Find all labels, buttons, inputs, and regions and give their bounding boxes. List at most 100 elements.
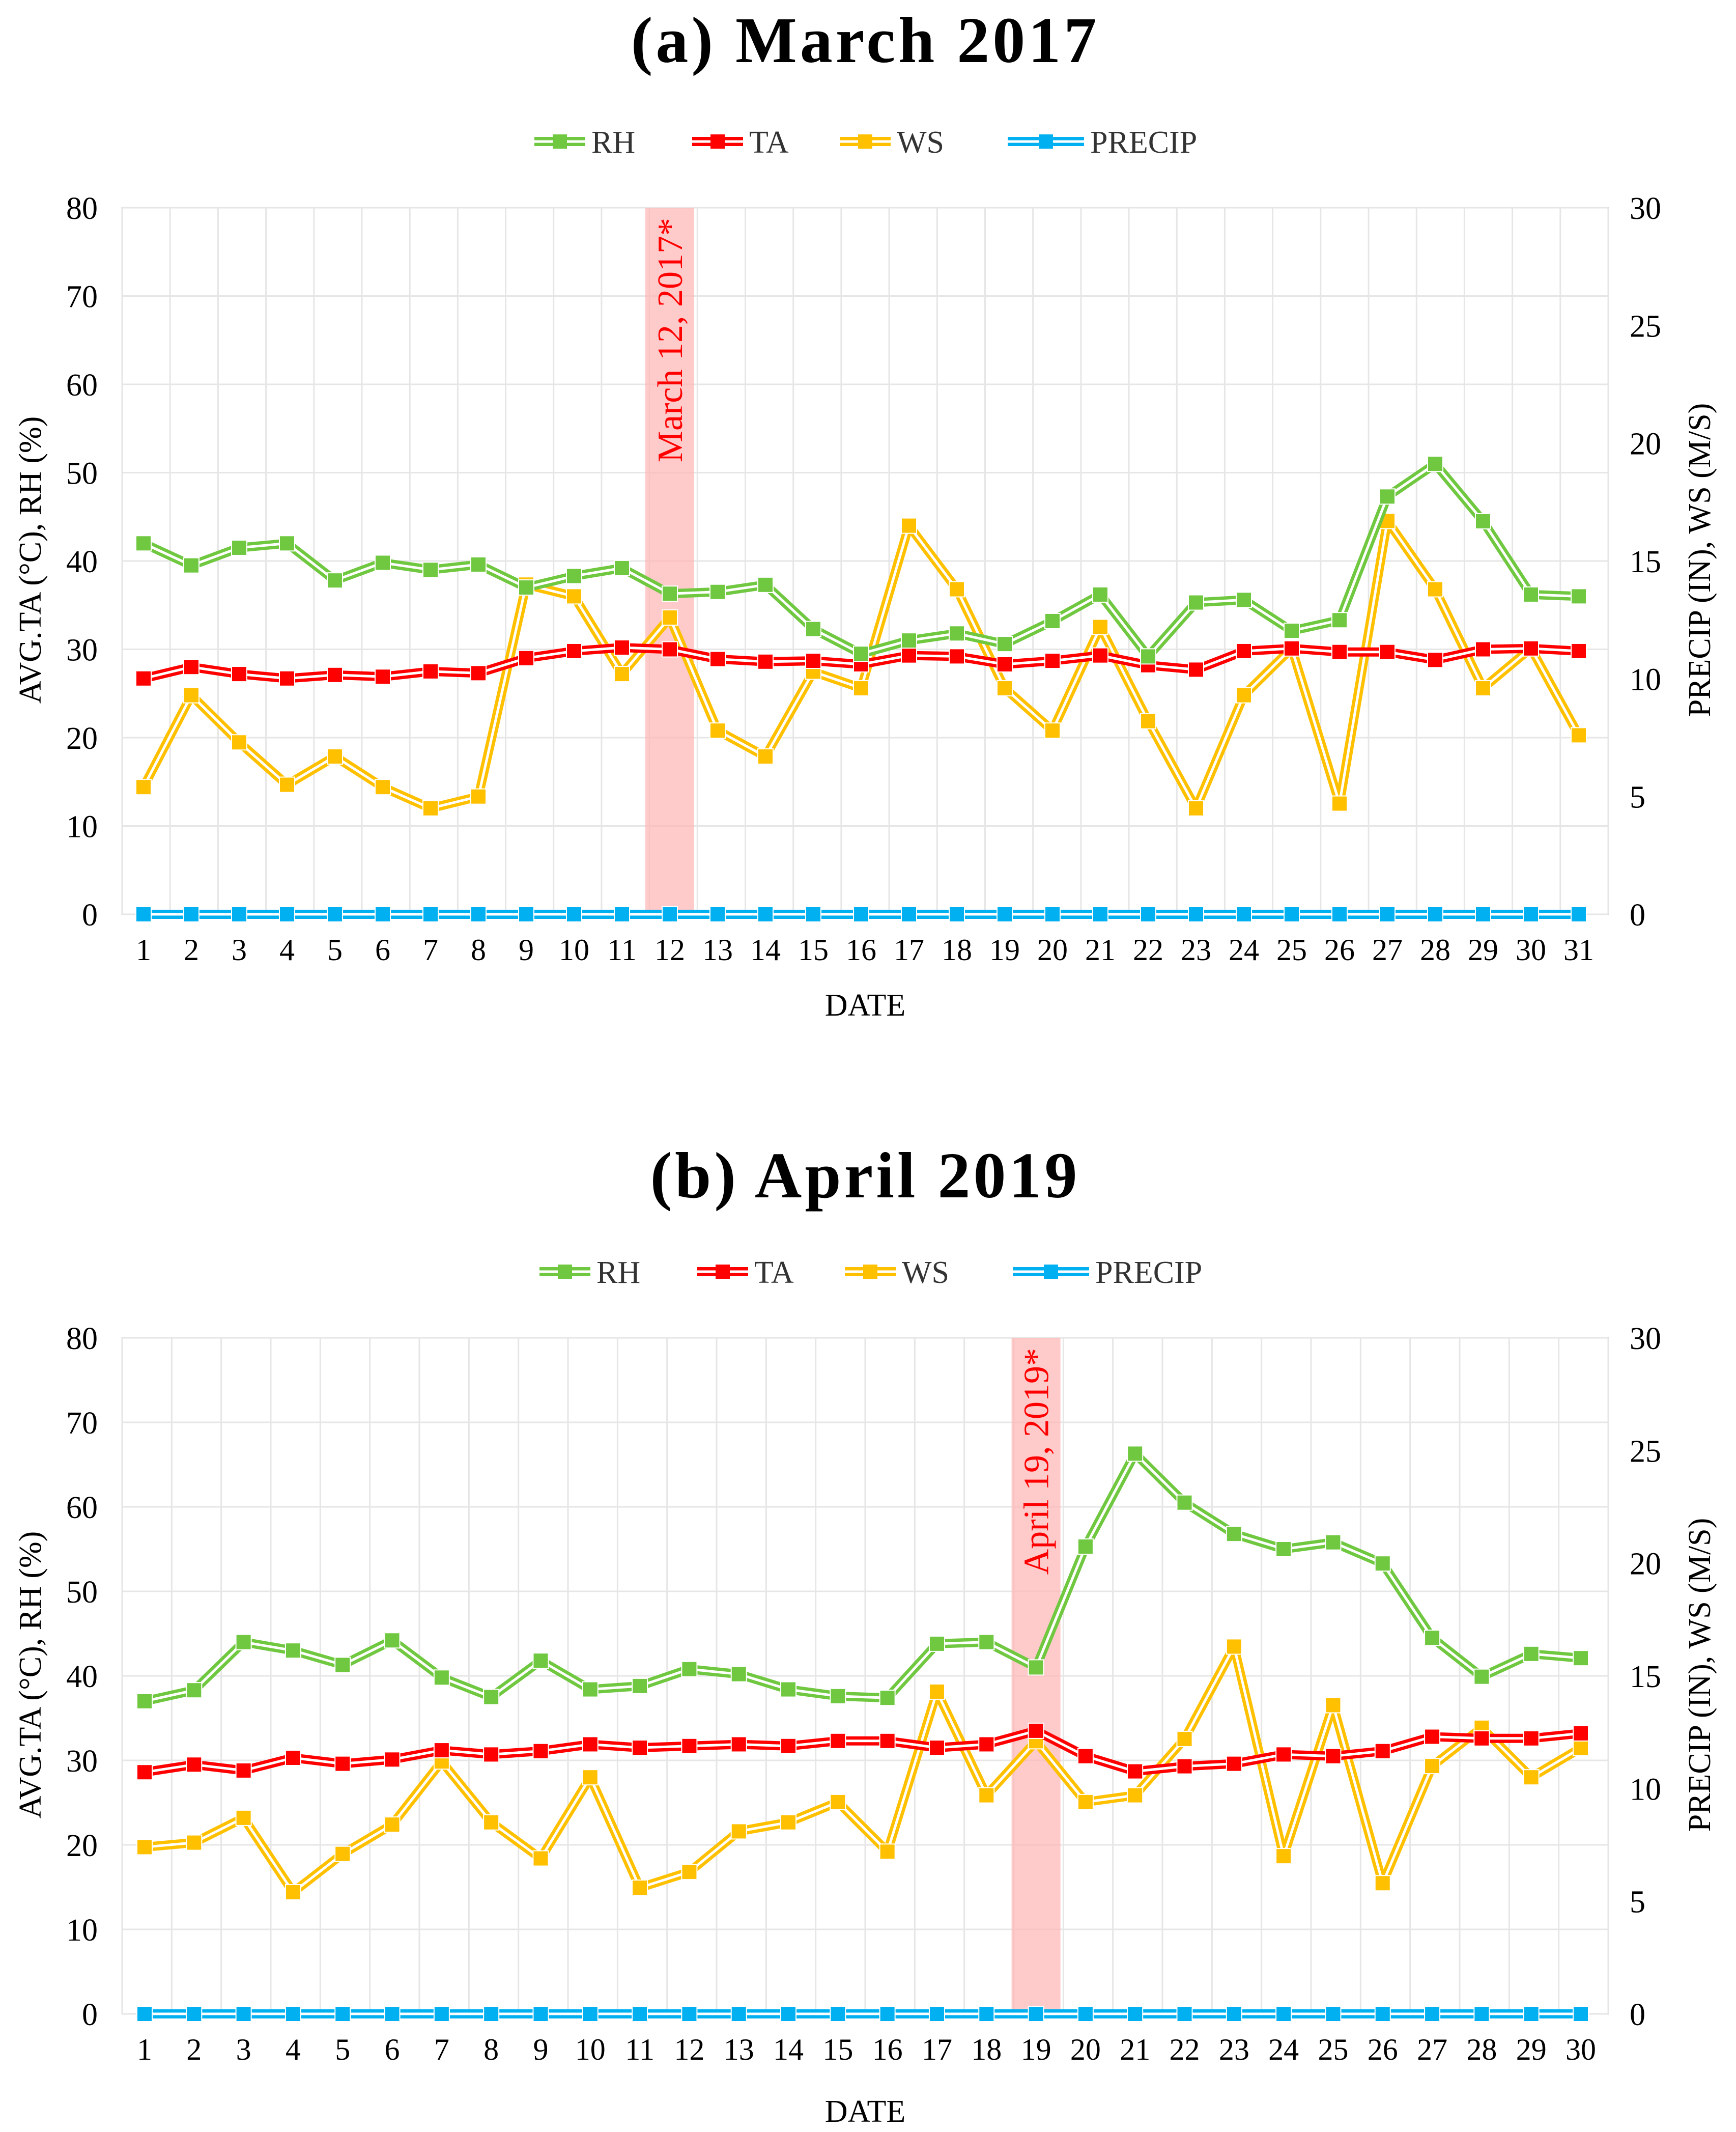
point-ws-10[interactable] <box>566 588 582 605</box>
point-ta-27[interactable] <box>1379 643 1396 660</box>
point-precip-26[interactable] <box>1374 2006 1391 2022</box>
point-ta-1[interactable] <box>135 670 152 687</box>
point-ws-8[interactable] <box>470 788 487 805</box>
point-ta-15[interactable] <box>830 1732 846 1749</box>
point-precip-22[interactable] <box>1140 906 1156 922</box>
point-precip-19[interactable] <box>1028 2006 1044 2022</box>
point-precip-3[interactable] <box>235 2006 252 2022</box>
point-rh-23[interactable] <box>1226 1526 1242 1542</box>
point-precip-2[interactable] <box>183 906 200 922</box>
point-precip-26[interactable] <box>1331 906 1348 922</box>
point-rh-9[interactable] <box>532 1652 549 1669</box>
point-ws-27[interactable] <box>1424 1758 1441 1775</box>
point-ws-13[interactable] <box>709 722 726 739</box>
point-ta-17[interactable] <box>928 1740 945 1756</box>
point-ws-22[interactable] <box>1140 713 1156 730</box>
point-rh-15[interactable] <box>805 621 821 637</box>
point-precip-20[interactable] <box>1044 906 1061 922</box>
point-ws-2[interactable] <box>186 1834 203 1851</box>
point-ta-25[interactable] <box>1325 1748 1342 1764</box>
point-rh-17[interactable] <box>928 1635 945 1652</box>
point-precip-5[interactable] <box>334 2006 351 2022</box>
point-precip-20[interactable] <box>1077 2006 1094 2022</box>
point-ws-24[interactable] <box>1236 687 1252 704</box>
point-precip-12[interactable] <box>681 2006 698 2022</box>
point-ta-28[interactable] <box>1473 1730 1490 1747</box>
point-ta-25[interactable] <box>1284 640 1300 657</box>
point-rh-2[interactable] <box>183 557 200 574</box>
point-precip-22[interactable] <box>1176 2006 1193 2022</box>
point-ws-17[interactable] <box>928 1683 945 1700</box>
legend-item-ta[interactable]: TA <box>697 1255 794 1290</box>
point-ta-19[interactable] <box>1028 1722 1044 1739</box>
point-rh-7[interactable] <box>422 562 439 578</box>
point-ws-12[interactable] <box>681 1864 698 1881</box>
point-ws-18[interactable] <box>949 581 965 598</box>
point-precip-30[interactable] <box>1573 2006 1589 2022</box>
point-ta-5[interactable] <box>327 666 343 683</box>
point-ws-20[interactable] <box>1077 1793 1094 1810</box>
point-ta-12[interactable] <box>662 641 678 658</box>
point-rh-30[interactable] <box>1523 586 1539 603</box>
point-rh-29[interactable] <box>1475 513 1491 529</box>
point-ws-11[interactable] <box>614 666 630 683</box>
point-rh-17[interactable] <box>901 632 917 649</box>
point-ta-26[interactable] <box>1331 643 1348 660</box>
point-ta-24[interactable] <box>1236 642 1252 659</box>
point-precip-27[interactable] <box>1379 906 1396 922</box>
point-rh-10[interactable] <box>582 1681 599 1698</box>
point-ws-8[interactable] <box>483 1814 500 1831</box>
point-rh-14[interactable] <box>757 576 774 593</box>
point-precip-9[interactable] <box>532 2006 549 2022</box>
point-rh-8[interactable] <box>483 1689 500 1705</box>
point-rh-13[interactable] <box>709 583 726 600</box>
point-rh-28[interactable] <box>1473 1668 1490 1685</box>
point-ws-18[interactable] <box>978 1787 995 1804</box>
point-ws-1[interactable] <box>136 1839 153 1856</box>
point-ta-8[interactable] <box>470 665 487 682</box>
point-rh-4[interactable] <box>284 1642 301 1659</box>
point-ws-29[interactable] <box>1475 680 1491 696</box>
legend-item-ta[interactable]: TA <box>692 125 789 160</box>
point-rh-24[interactable] <box>1275 1541 1292 1557</box>
point-precip-29[interactable] <box>1475 906 1491 922</box>
point-ws-23[interactable] <box>1188 800 1204 817</box>
point-rh-3[interactable] <box>231 539 247 556</box>
point-rh-7[interactable] <box>433 1669 450 1686</box>
point-ta-14[interactable] <box>757 653 774 670</box>
point-precip-9[interactable] <box>518 906 534 922</box>
point-rh-4[interactable] <box>279 535 295 552</box>
point-ta-21[interactable] <box>1127 1763 1144 1780</box>
point-ws-1[interactable] <box>135 779 152 796</box>
point-ta-12[interactable] <box>681 1737 698 1754</box>
point-rh-26[interactable] <box>1331 612 1348 629</box>
point-precip-11[interactable] <box>614 906 630 922</box>
point-ta-19[interactable] <box>997 656 1013 672</box>
point-precip-29[interactable] <box>1523 2006 1540 2022</box>
legend-item-rh[interactable]: RH <box>539 1255 640 1290</box>
point-precip-7[interactable] <box>433 2006 450 2022</box>
point-rh-12[interactable] <box>662 585 678 602</box>
point-ta-10[interactable] <box>582 1736 599 1753</box>
point-ta-23[interactable] <box>1188 661 1204 678</box>
point-rh-21[interactable] <box>1092 586 1108 603</box>
point-ta-14[interactable] <box>780 1737 797 1754</box>
point-rh-18[interactable] <box>978 1634 995 1650</box>
point-ta-26[interactable] <box>1374 1743 1391 1759</box>
point-ws-21[interactable] <box>1127 1787 1144 1804</box>
point-rh-19[interactable] <box>997 636 1013 653</box>
point-precip-15[interactable] <box>805 906 821 922</box>
point-precip-25[interactable] <box>1284 906 1300 922</box>
point-ta-29[interactable] <box>1475 641 1491 658</box>
point-ws-5[interactable] <box>334 1845 351 1862</box>
point-ta-31[interactable] <box>1571 642 1587 659</box>
point-rh-21[interactable] <box>1127 1445 1144 1462</box>
point-ws-9[interactable] <box>532 1850 549 1867</box>
point-rh-1[interactable] <box>135 535 152 552</box>
point-ta-18[interactable] <box>978 1736 995 1753</box>
point-precip-17[interactable] <box>901 906 917 922</box>
point-ta-8[interactable] <box>483 1746 500 1763</box>
point-ws-4[interactable] <box>284 1884 301 1900</box>
point-ws-25[interactable] <box>1325 1697 1342 1714</box>
point-ws-4[interactable] <box>279 776 295 793</box>
